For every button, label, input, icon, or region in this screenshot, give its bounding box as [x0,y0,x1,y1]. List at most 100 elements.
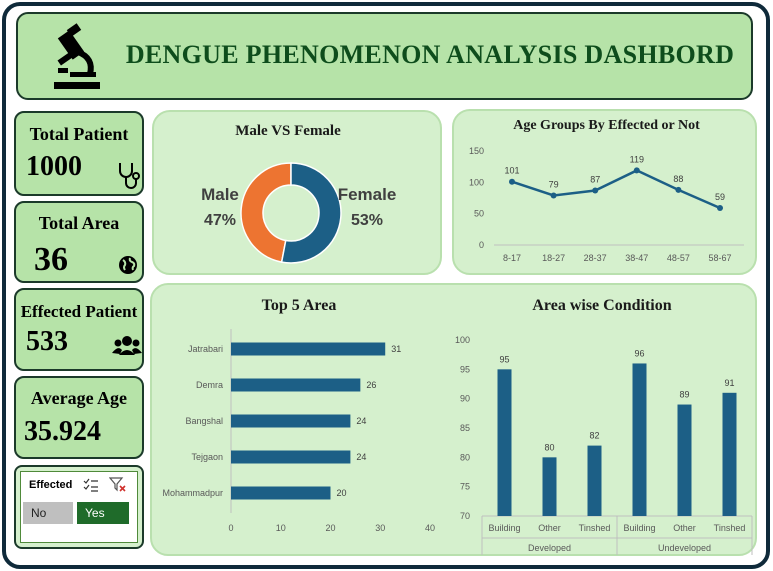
data-point [675,186,682,193]
data-label: 88 [673,174,683,184]
x-tick-label: 18-27 [542,253,565,263]
x-tick-label: Other [538,523,561,533]
x-tick-label: 38-47 [625,253,648,263]
pie-slice-male [240,162,292,263]
globe-icon [119,256,137,274]
category-label: Jatrabari [188,344,223,354]
kpi-label: Total Patient [29,124,129,144]
slicer-option-no[interactable]: No [23,502,73,524]
pie-category-label: Male [201,185,239,204]
y-tick-label: 80 [460,452,470,462]
data-label: 82 [589,431,599,441]
data-label: 96 [634,348,644,358]
slicer-title: Effected [29,479,73,491]
gender-panel: Male VS Female Male 47% Female 53% [152,110,442,275]
x-tick-label: Building [623,523,655,533]
slicer-body: Effected No Yes [20,471,138,543]
data-point [509,178,515,185]
x-tick-label: 20 [325,523,335,533]
y-tick-label: 100 [455,335,470,345]
data-label: 89 [679,390,689,400]
slicer-option-yes[interactable]: Yes [77,502,129,524]
x-tick-label: Other [673,523,696,533]
kpi-label: Total Area [38,213,120,233]
data-label: 119 [630,154,644,164]
x-tick-label: 8-17 [503,253,521,263]
chart-title: Area wise Condition [532,297,672,314]
bar [231,378,361,392]
x-tick-label: 30 [375,523,385,533]
y-tick-label: 75 [460,482,470,492]
bar [632,363,647,516]
kpi-label: Average Age [30,388,128,408]
y-tick-label: 85 [460,423,470,433]
y-tick-label: 95 [460,364,470,374]
data-point [633,167,640,174]
bar [231,450,351,464]
data-label: 24 [356,452,366,462]
kpi-total-area: Total Area 36 [14,201,144,283]
y-tick-label: 0 [479,240,484,250]
data-label: 79 [549,179,559,189]
kpi-label: Effected Patient [20,302,138,321]
y-tick-label: 50 [474,209,484,219]
bar [231,414,351,428]
x-tick-label: Building [488,523,520,533]
y-tick-label: 70 [460,511,470,521]
microscope-icon [54,23,100,89]
multi-select-icon[interactable] [83,478,99,492]
kpi-total-patient: Total Patient 1000 [14,111,144,196]
x-tick-label: 28-37 [584,253,607,263]
category-label: Tejgaon [191,452,223,462]
bar [231,486,331,500]
age-line-chart: 0 50 100 150 101 8-17 79 18-27 87 28-37 119 38-47 88… [469,146,744,263]
people-icon [112,336,142,355]
data-point [592,187,599,194]
dashboard-header: DENGUE PHENOMENON ANALYSIS DASHBORD [16,12,753,100]
y-tick-label: 100 [469,177,484,187]
kpi-value: 36 [34,241,68,278]
data-point [717,205,723,212]
data-point [550,192,557,199]
pie-slice-female [280,162,342,264]
bar [677,404,692,516]
x-tick-label: Tinshed [714,523,746,533]
data-label: 87 [590,174,600,184]
pie-percent-label: 47% [204,212,236,229]
data-label: 95 [499,354,509,364]
data-label: 24 [356,416,366,426]
data-label: 91 [724,378,734,388]
clear-filter-icon[interactable] [109,477,127,493]
category-label: Bangshal [185,416,223,426]
series-line [511,169,721,210]
data-label: 31 [391,344,401,354]
effected-slicer: Effected No Yes [14,465,144,549]
data-label: 59 [715,192,725,202]
bar [231,342,386,356]
kpi-effected-patient: Effected Patient 533 [14,288,144,371]
kpi-average-age: Average Age 35.924 [14,376,144,459]
x-tick-label: 58-67 [708,253,731,263]
y-tick-label: 90 [460,394,470,404]
kpi-value: 35.924 [24,416,101,447]
x-tick-label: Tinshed [579,523,611,533]
area-condition-bar-chart: 70 75 80 85 90 95 100 95 Building 80 Other 82 Tinshe… [455,335,753,555]
bar [722,392,737,516]
dashboard-title: DENGUE PHENOMENON ANALYSIS DASHBORD [125,40,735,69]
bar [587,445,602,516]
gender-donut-chart: Male 47% Female 53% [201,162,397,264]
chart-title: Male VS Female [235,123,341,139]
x-tick-label: 40 [425,523,435,533]
stethoscope-icon [119,163,140,189]
data-label: 101 [504,166,519,176]
y-tick-label: 150 [469,146,484,156]
bar [497,369,512,516]
x-tick-label: 48-57 [667,253,690,263]
area-panel: Top 5 Area Area wise Condition Jatrabari… [150,283,757,556]
x-tick-label: 10 [276,523,286,533]
data-label: 26 [366,380,376,390]
category-label: Mohammadpur [162,488,223,498]
pie-category-label: Female [338,185,397,204]
bar [542,457,557,516]
data-label: 80 [544,442,554,452]
